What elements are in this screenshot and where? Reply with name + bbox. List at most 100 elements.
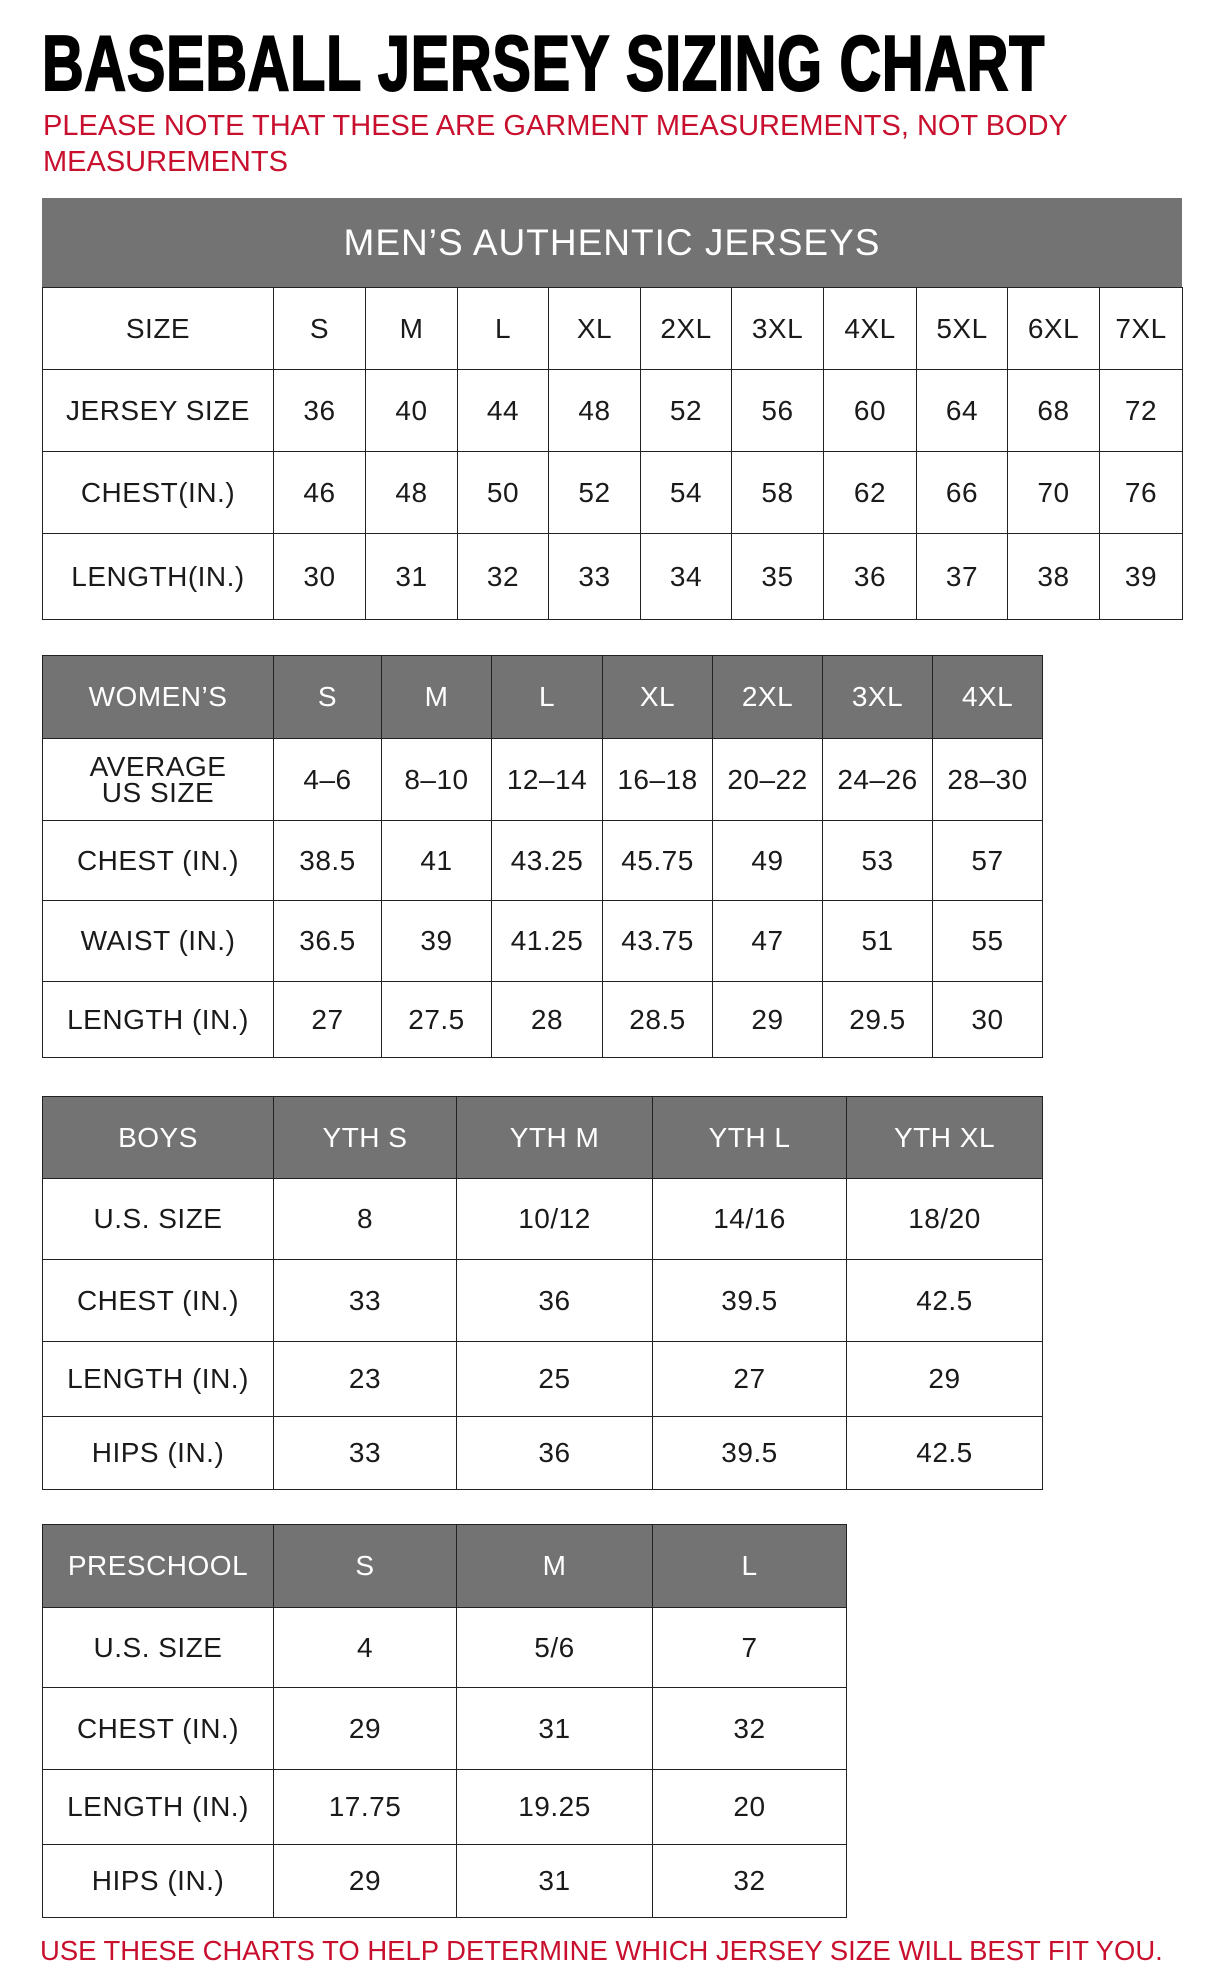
measurement-cell: 35 — [731, 533, 824, 620]
mens-size-table: SIZE S M L XL 2XL 3XL 4XL 5XL 6XL 7XL JERSEY SIZE 36… — [42, 287, 1183, 620]
measurement-cell: 44 — [457, 369, 549, 452]
measurement-cell: 29 — [846, 1341, 1043, 1417]
size-header: 6XL — [1007, 287, 1100, 370]
table-row: CHEST (IN.) 33 36 39.5 42.5 — [42, 1259, 1043, 1342]
garment-measurement-note: PLEASE NOTE THAT THESE ARE GARMENT MEASU… — [43, 110, 1068, 178]
table-row: WAIST (IN.) 36.5 39 41.25 43.75 47 51 55 — [42, 900, 1043, 982]
size-header: YTH M — [456, 1096, 653, 1179]
measurement-cell: 39.5 — [652, 1416, 847, 1490]
measurement-cell: 36 — [273, 369, 366, 452]
measurement-cell: 20 — [652, 1769, 847, 1845]
measurement-cell: 31 — [456, 1844, 653, 1918]
size-header: L — [652, 1524, 847, 1608]
size-header: L — [491, 655, 603, 739]
row-label: LENGTH (IN.) — [42, 1341, 274, 1417]
table-row: AVERAGE US SIZE 4–6 8–10 12–14 16–18 20–22 24–… — [42, 738, 1043, 821]
measurement-cell: 4–6 — [273, 738, 382, 821]
size-header: S — [273, 287, 366, 370]
measurement-cell: 47 — [712, 900, 823, 982]
measurement-cell: 51 — [822, 900, 933, 982]
measurement-cell: 58 — [731, 451, 824, 534]
measurement-cell: 32 — [457, 533, 549, 620]
measurement-cell: 30 — [273, 533, 366, 620]
table-row: CHEST (IN.) 29 31 32 — [42, 1687, 847, 1770]
row-label: WAIST (IN.) — [42, 900, 274, 982]
size-header: S — [273, 1524, 457, 1608]
row-label: CHEST (IN.) — [42, 1259, 274, 1342]
measurement-cell: 29 — [273, 1687, 457, 1770]
size-header: M — [456, 1524, 653, 1608]
boys-size-table: BOYS YTH S YTH M YTH L YTH XL U.S. SIZE 8 10/12… — [42, 1096, 1043, 1490]
measurement-cell: 10/12 — [456, 1178, 653, 1260]
measurement-cell: 28 — [491, 981, 603, 1058]
size-header: YTH S — [273, 1096, 457, 1179]
measurement-cell: 31 — [456, 1687, 653, 1770]
measurement-cell: 66 — [916, 451, 1008, 534]
header-row: PRESCHOOL S M L — [42, 1524, 847, 1608]
measurement-cell: 43.75 — [602, 900, 713, 982]
measurement-cell: 70 — [1007, 451, 1100, 534]
measurement-cell: 40 — [365, 369, 458, 452]
size-header: 3XL — [731, 287, 824, 370]
header-label: PRESCHOOL — [42, 1524, 274, 1608]
measurement-cell: 39 — [381, 900, 492, 982]
table-row: LENGTH (IN.) 27 27.5 28 28.5 29 29.5 30 — [42, 981, 1043, 1058]
measurement-cell: 36 — [456, 1416, 653, 1490]
measurement-cell: 37 — [916, 533, 1008, 620]
measurement-cell: 52 — [548, 451, 641, 534]
measurement-cell: 20–22 — [712, 738, 823, 821]
size-header: S — [273, 655, 382, 739]
measurement-cell: 42.5 — [846, 1259, 1043, 1342]
table-row: U.S. SIZE 4 5/6 7 — [42, 1607, 847, 1688]
measurement-cell: 14/16 — [652, 1178, 847, 1260]
measurement-cell: 38.5 — [273, 820, 382, 901]
size-header: M — [365, 287, 458, 370]
measurement-cell: 8–10 — [381, 738, 492, 821]
measurement-cell: 8 — [273, 1178, 457, 1260]
size-header: M — [381, 655, 492, 739]
measurement-cell: 29.5 — [822, 981, 933, 1058]
measurement-cell: 5/6 — [456, 1607, 653, 1688]
size-header: 2XL — [712, 655, 823, 739]
row-label: AVERAGE US SIZE — [42, 738, 274, 821]
measurement-cell: 4 — [273, 1607, 457, 1688]
measurement-cell: 28.5 — [602, 981, 713, 1058]
measurement-cell: 45.75 — [602, 820, 713, 901]
size-header: YTH L — [652, 1096, 847, 1179]
measurement-cell: 54 — [640, 451, 732, 534]
table-row: HIPS (IN.) 29 31 32 — [42, 1844, 847, 1918]
measurement-cell: 72 — [1099, 369, 1183, 452]
measurement-cell: 23 — [273, 1341, 457, 1417]
measurement-cell: 27 — [652, 1341, 847, 1417]
size-header: YTH XL — [846, 1096, 1043, 1179]
measurement-cell: 42.5 — [846, 1416, 1043, 1490]
measurement-cell: 12–14 — [491, 738, 603, 821]
row-label: U.S. SIZE — [42, 1178, 274, 1260]
size-header: 2XL — [640, 287, 732, 370]
measurement-cell: 7 — [652, 1607, 847, 1688]
measurement-cell: 30 — [932, 981, 1043, 1058]
measurement-cell: 36.5 — [273, 900, 382, 982]
row-label: LENGTH (IN.) — [42, 981, 274, 1058]
row-label: HIPS (IN.) — [42, 1416, 274, 1490]
table-row: LENGTH (IN.) 17.75 19.25 20 — [42, 1769, 847, 1845]
row-label: JERSEY SIZE — [42, 369, 274, 452]
measurement-cell: 31 — [365, 533, 458, 620]
measurement-cell: 48 — [365, 451, 458, 534]
measurement-cell: 27 — [273, 981, 382, 1058]
row-label: CHEST(IN.) — [42, 451, 274, 534]
size-header: 3XL — [822, 655, 933, 739]
measurement-cell: 17.75 — [273, 1769, 457, 1845]
measurement-cell: 36 — [456, 1259, 653, 1342]
measurement-cell: 36 — [823, 533, 917, 620]
footer-note: USE THESE CHARTS TO HELP DETERMINE WHICH… — [40, 1935, 1163, 1966]
header-label: WOMEN’S — [42, 655, 274, 739]
measurement-cell: 60 — [823, 369, 917, 452]
measurement-cell: 43.25 — [491, 820, 603, 901]
row-label: CHEST (IN.) — [42, 1687, 274, 1770]
page-title: BASEBALL JERSEY SIZING CHART — [41, 19, 1046, 107]
table-row: LENGTH (IN.) 23 25 27 29 — [42, 1341, 1043, 1417]
measurement-cell: 64 — [916, 369, 1008, 452]
measurement-cell: 29 — [273, 1844, 457, 1918]
row-label: HIPS (IN.) — [42, 1844, 274, 1918]
